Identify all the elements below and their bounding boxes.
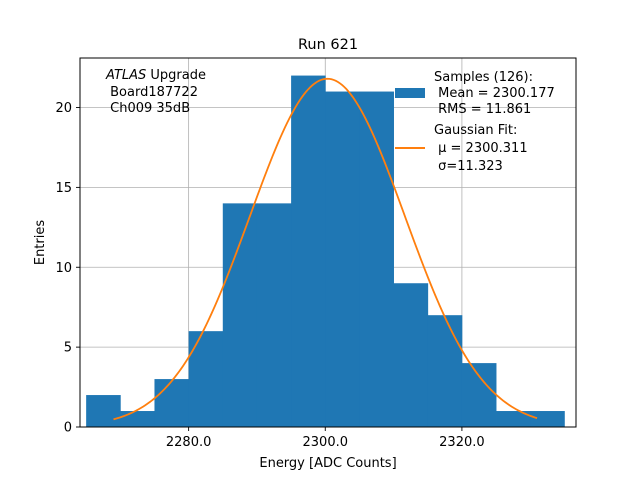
x-tick-label: 2320.0	[439, 435, 485, 450]
x-tick-label: 2300.0	[303, 435, 349, 450]
legend-fit-title: Gaussian Fit:	[434, 123, 517, 138]
histogram-bar	[359, 91, 394, 427]
atlas-annotation: ATLAS Upgrade Board187722 Ch009 35dB	[105, 68, 206, 116]
annotation-line-1: ATLAS Upgrade	[105, 68, 206, 83]
annotation-atlas: ATLAS	[105, 68, 146, 83]
axes-frame	[79, 57, 577, 428]
legend-fit-mu: μ = 2300.311	[434, 141, 528, 156]
legend-samples-patch	[395, 88, 425, 98]
y-tick-label: 15	[55, 181, 72, 196]
histogram-bar	[154, 379, 190, 427]
histogram-bar	[393, 283, 429, 427]
legend-samples-mean: Mean = 2300.177	[434, 86, 555, 101]
histogram-bar	[188, 331, 224, 427]
x-tick-label: 2280.0	[166, 435, 212, 450]
x-axis-label: Energy [ADC Counts]	[259, 456, 396, 471]
histogram-bar	[325, 91, 360, 427]
histogram-bar	[496, 411, 531, 427]
histogram-bar	[291, 75, 326, 428]
annotation-line-2: Board187722	[106, 85, 198, 100]
chart-title: Run 621	[298, 37, 358, 53]
y-tick-label: 0	[64, 421, 72, 436]
histogram-bar	[86, 395, 121, 427]
histogram-bar	[120, 411, 155, 427]
y-tick-label: 5	[64, 341, 72, 356]
y-tick-label: 10	[55, 261, 72, 276]
histogram-bar	[461, 363, 497, 427]
y-tick-label: 20	[55, 101, 72, 116]
legend-fit-sigma: σ=11.323	[434, 159, 503, 174]
legend-samples-rms: RMS = 11.861	[434, 102, 531, 117]
annotation-upgrade: Upgrade	[146, 68, 206, 83]
axis-ticks: 2280.0 2300.0 2320.0 0 5 10 15 20	[55, 101, 484, 450]
legend-samples-title: Samples (126):	[434, 70, 533, 85]
gaussian-fit-curve	[113, 77, 538, 421]
histogram-bars	[86, 75, 565, 428]
y-axis-label: Entries	[33, 220, 48, 266]
histogram-bar	[222, 203, 258, 427]
gaussian-fit	[113, 77, 538, 421]
legend: Samples (126): Mean = 2300.177 RMS = 11.…	[395, 70, 555, 174]
histogram-bar	[256, 203, 292, 427]
histogram-bar	[530, 411, 565, 427]
annotation-line-3: Ch009 35dB	[106, 101, 190, 116]
histogram-bar	[427, 315, 463, 427]
